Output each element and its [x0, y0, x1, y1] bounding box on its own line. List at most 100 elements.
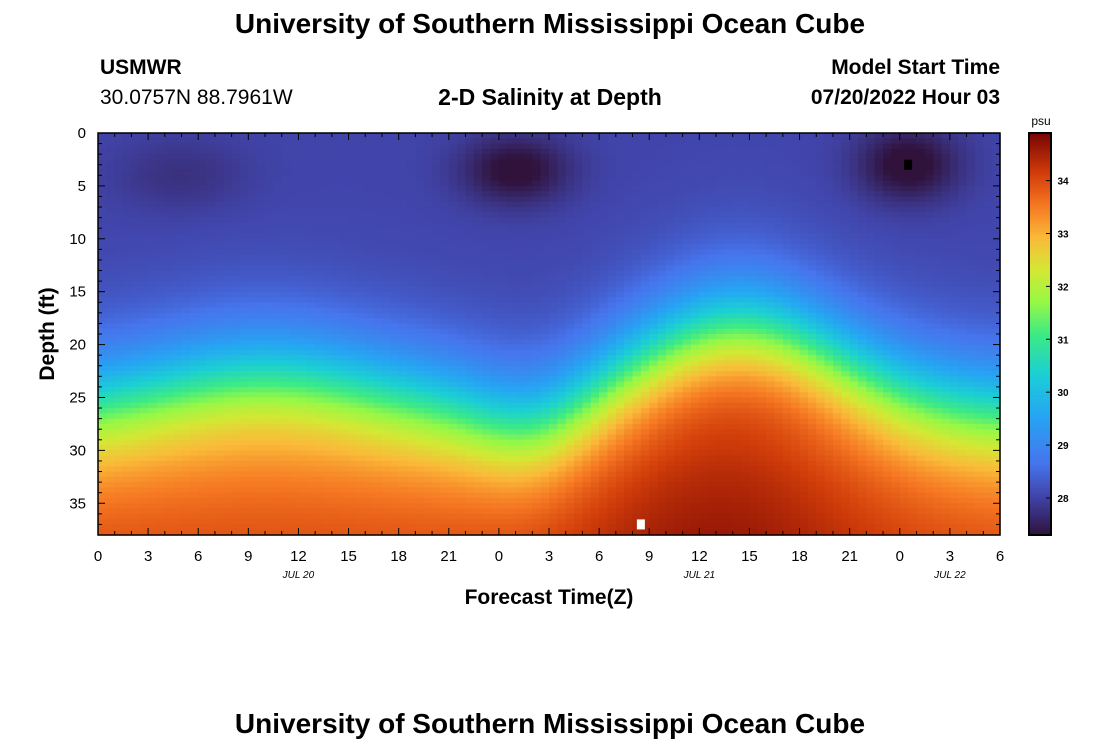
heatmap-cell	[256, 328, 266, 335]
heatmap-cell	[156, 238, 166, 245]
heatmap-cell	[574, 445, 584, 451]
heatmap-cell	[523, 402, 533, 409]
heatmap-cell	[540, 275, 550, 282]
heatmap-cell	[306, 328, 316, 335]
heatmap-cell	[515, 360, 525, 367]
heatmap-cell	[440, 217, 450, 224]
heatmap-cell	[114, 222, 124, 229]
heatmap-cell	[490, 429, 500, 436]
heatmap-cell	[448, 339, 458, 346]
heatmap-cell	[557, 344, 567, 351]
heatmap-cell	[340, 508, 350, 515]
heatmap-cell	[607, 471, 617, 478]
heatmap-cell	[423, 328, 433, 335]
heatmap-cell	[248, 434, 258, 441]
heatmap-cell	[381, 196, 391, 203]
heatmap-cell	[365, 392, 375, 399]
heatmap-cell	[348, 482, 358, 488]
heatmap-cell	[340, 497, 350, 504]
heatmap-cell	[498, 233, 508, 240]
heatmap-cell	[582, 471, 592, 478]
heatmap-cell	[465, 233, 475, 240]
heatmap-cell	[390, 180, 400, 187]
heatmap-cell	[265, 249, 274, 256]
heatmap-cell	[590, 503, 600, 510]
heatmap-cell	[574, 497, 584, 504]
heatmap-cell	[223, 212, 233, 219]
heatmap-cell	[373, 360, 383, 367]
heatmap-cell	[98, 497, 107, 504]
heatmap-cell	[599, 439, 609, 446]
heatmap-cell	[356, 423, 366, 430]
heatmap-cell	[373, 170, 383, 176]
heatmap-cell	[540, 460, 550, 467]
heatmap-cell	[390, 196, 400, 203]
heatmap-cell	[323, 275, 333, 282]
heatmap-cell	[373, 408, 383, 414]
heatmap-cell	[340, 455, 350, 462]
heatmap-cell	[465, 503, 475, 510]
heatmap-cell	[582, 180, 592, 187]
heatmap-cell	[148, 180, 158, 187]
heatmap-cell	[607, 323, 617, 330]
heatmap-cell	[239, 291, 249, 298]
heatmap-cell	[348, 413, 358, 420]
heatmap-cell	[106, 381, 116, 388]
heatmap-cell	[331, 196, 341, 203]
heatmap-cell	[306, 371, 316, 377]
heatmap-cell	[632, 397, 642, 404]
heatmap-cell	[482, 460, 492, 467]
heatmap-cell	[206, 312, 216, 319]
heatmap-cell	[298, 482, 308, 488]
heatmap-cell	[523, 392, 533, 399]
heatmap-cell	[532, 402, 542, 409]
heatmap-cell	[507, 238, 517, 245]
heatmap-cell	[148, 524, 158, 531]
heatmap-cell	[239, 386, 249, 393]
heatmap-cell	[148, 143, 158, 150]
heatmap-cell	[365, 265, 375, 272]
heatmap-cell	[281, 185, 291, 192]
heatmap-cell	[365, 249, 375, 256]
heatmap-cell	[256, 296, 266, 303]
heatmap-cell	[490, 434, 500, 441]
heatmap-cell	[189, 423, 199, 430]
heatmap-cell	[557, 445, 567, 451]
heatmap-cell	[373, 413, 383, 420]
heatmap-cell	[523, 185, 533, 192]
heatmap-cell	[432, 286, 442, 293]
heatmap-cell	[198, 286, 208, 293]
heatmap-cell	[465, 207, 475, 213]
heatmap-cell	[164, 175, 174, 182]
heatmap-cell	[381, 392, 391, 399]
heatmap-cell	[557, 175, 567, 182]
heatmap-cell	[356, 445, 366, 451]
heatmap-cell	[590, 402, 600, 409]
heatmap-cell	[265, 180, 274, 187]
heatmap-cell	[231, 455, 241, 462]
heatmap-cell	[198, 259, 208, 266]
heatmap-cell	[473, 312, 483, 319]
heatmap-cell	[448, 270, 458, 277]
heatmap-cell	[290, 476, 300, 483]
heatmap-cell	[398, 439, 408, 446]
heatmap-cell	[206, 492, 216, 499]
heatmap-cell	[114, 381, 124, 388]
heatmap-cell	[423, 482, 433, 488]
heatmap-cell	[164, 434, 174, 441]
heatmap-cell	[423, 244, 433, 250]
heatmap-cell	[415, 281, 425, 287]
heatmap-cell	[523, 450, 533, 457]
heatmap-cell	[248, 439, 258, 446]
heatmap-cell	[173, 434, 183, 441]
heatmap-cell	[239, 238, 249, 245]
heatmap-cell	[549, 413, 558, 420]
heatmap-cell	[507, 408, 517, 414]
heatmap-cell	[306, 318, 316, 325]
heatmap-cell	[498, 360, 508, 367]
heatmap-cell	[490, 318, 500, 325]
heatmap-cell	[415, 439, 425, 446]
heatmap-cell	[123, 201, 133, 208]
heatmap-cell	[148, 460, 158, 467]
heatmap-cell	[565, 286, 575, 293]
